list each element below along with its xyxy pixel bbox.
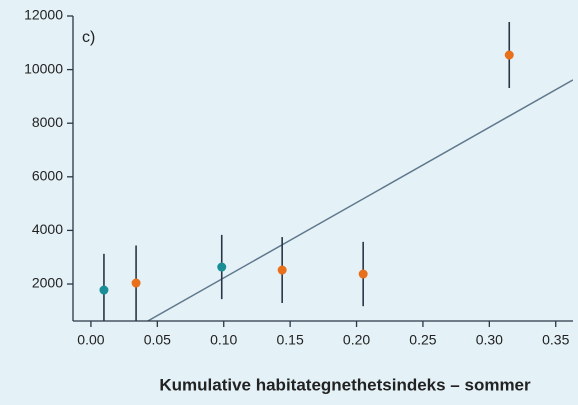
point: [504, 50, 514, 60]
trend-line: [147, 79, 573, 321]
x-tick-label: 0.20: [343, 332, 370, 348]
point: [99, 285, 109, 295]
x-tick-label: 0.10: [210, 332, 237, 348]
x-tick-label: 0.35: [542, 332, 569, 348]
y-tick-label: 4000: [32, 221, 63, 237]
plot-area: [99, 22, 573, 321]
y-tick-label: 10000: [24, 60, 63, 76]
y-tick-label: 12000: [24, 7, 63, 23]
point: [358, 269, 368, 279]
y-tick-label: 8000: [32, 114, 63, 130]
x-tick-label: 0.30: [476, 332, 503, 348]
x-axis-title: Kumulative habitategnethetsindeks – somm…: [159, 375, 531, 394]
x-tick-label: 0.15: [277, 332, 304, 348]
point: [217, 262, 227, 272]
point: [277, 265, 287, 275]
x-tick-label: 0.00: [77, 332, 104, 348]
point: [131, 278, 141, 288]
y-tick-label: 6000: [32, 168, 63, 184]
x-tick-label: 0.05: [144, 332, 171, 348]
y-tick-label: 2000: [32, 275, 63, 291]
x-tick-label: 0.25: [409, 332, 436, 348]
panel-label: c): [82, 29, 95, 46]
